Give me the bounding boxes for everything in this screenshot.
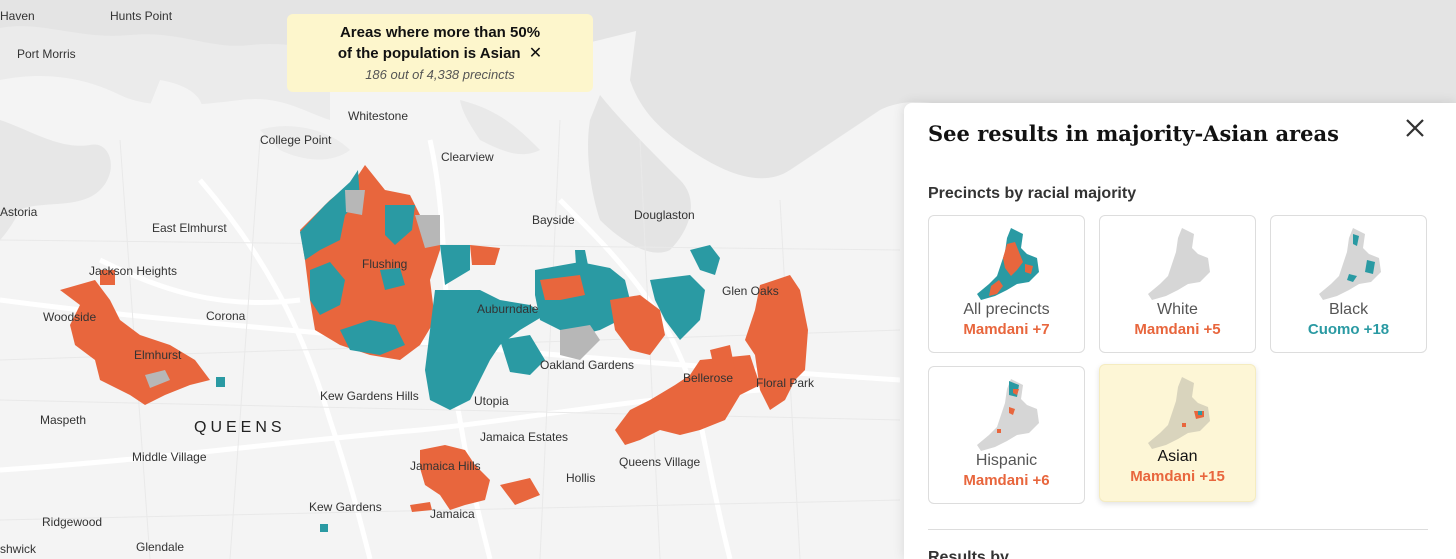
- place-label-college-point: College Point: [260, 133, 332, 147]
- place-label-floral-park: Floral Park: [756, 376, 815, 390]
- card-label: Black: [1328, 301, 1369, 318]
- next-section-heading: Results by ...: [928, 549, 1027, 559]
- card-label: Hispanic: [975, 452, 1038, 469]
- nyc-thumbnail-icon: [1319, 228, 1381, 300]
- place-label-elmhurst: Elmhurst: [134, 348, 182, 362]
- close-icon[interactable]: [1404, 117, 1426, 139]
- tooltip-subtitle: 186 out of 4,338 precincts: [365, 67, 515, 82]
- place-label-jamaica-hills: Jamaica Hills: [410, 459, 481, 473]
- place-label-hunts-point: Hunts Point: [110, 9, 173, 23]
- results-panel: See results in majority-Asian areas Prec…: [904, 103, 1456, 559]
- card-white[interactable]: White Mamdani +5: [1099, 215, 1256, 353]
- card-black[interactable]: Black Cuomo +18: [1270, 215, 1427, 353]
- nyc-thumbnail-icon: [1148, 228, 1210, 300]
- place-label-flushing: Flushing: [362, 257, 408, 271]
- section-heading: Precincts by racial majority: [928, 185, 1137, 202]
- place-label-jamaica: Jamaica: [430, 507, 475, 521]
- place-label-jamaica-estates: Jamaica Estates: [480, 430, 569, 444]
- card-label: Asian: [1157, 448, 1198, 465]
- place-label-jackson-heights: Jackson Heights: [89, 264, 178, 278]
- place-label-glendale: Glendale: [136, 540, 185, 554]
- place-label-east-elmhurst: East Elmhurst: [152, 221, 227, 235]
- card-result: Cuomo +18: [1307, 321, 1390, 338]
- divider: [928, 529, 1428, 530]
- place-label-shwick: shwick: [0, 542, 37, 556]
- card-result: Mamdani +7: [963, 321, 1050, 338]
- place-label-glen-oaks: Glen Oaks: [722, 284, 779, 298]
- nyc-thumbnail-icon: [977, 379, 1039, 451]
- place-label-bellerose: Bellerose: [683, 371, 734, 385]
- place-label-clearview: Clearview: [441, 150, 494, 164]
- card-result: Mamdani +6: [963, 472, 1050, 489]
- place-label-queens-village: Queens Village: [619, 455, 701, 469]
- place-label-douglaston: Douglaston: [634, 208, 695, 222]
- place-label-hollis: Hollis: [566, 471, 596, 485]
- tooltip-title: Areas where more than 50% of the populat…: [287, 22, 593, 64]
- nyc-thumbnail-icon: [977, 228, 1039, 300]
- precinct-shapes: [60, 165, 808, 532]
- card-result: Mamdani +5: [1134, 321, 1221, 338]
- place-label-ridgewood: Ridgewood: [42, 515, 103, 529]
- panel-title: See results in majority-Asian areas: [928, 121, 1339, 146]
- place-label-port-morris: Port Morris: [17, 47, 76, 61]
- place-label-oakland-gardens: Oakland Gardens: [540, 358, 635, 372]
- card-label: All precincts: [963, 301, 1050, 318]
- card-hispanic[interactable]: Hispanic Mamdani +6: [928, 366, 1085, 504]
- card-asian[interactable]: Asian Mamdani +15: [1099, 364, 1256, 502]
- place-label-middle-village: Middle Village: [132, 450, 207, 464]
- place-label-kew-gardens-hills: Kew Gardens Hills: [320, 389, 419, 403]
- tooltip-title-line1: Areas where more than 50%: [339, 24, 541, 41]
- filter-tooltip: Areas where more than 50% of the populat…: [287, 14, 593, 92]
- place-label-corona: Corona: [206, 309, 246, 323]
- close-icon[interactable]: ✕: [528, 45, 543, 62]
- nyc-thumbnail-icon: [1148, 377, 1210, 449]
- place-label-haven: Haven: [0, 9, 35, 23]
- card-all-precincts[interactable]: All precincts Mamdani +7: [928, 215, 1085, 353]
- place-label-auburndale: Auburndale: [477, 302, 539, 316]
- place-label-woodside: Woodside: [43, 310, 97, 324]
- place-label-bayside: Bayside: [532, 213, 575, 227]
- tooltip-title-line2: of the population is Asian: [337, 45, 521, 62]
- place-label-queens: QUEENS: [194, 419, 286, 436]
- place-label-maspeth: Maspeth: [40, 413, 87, 427]
- place-label-astoria: Astoria: [0, 205, 38, 219]
- card-label: White: [1157, 301, 1198, 318]
- place-label-kew-gardens: Kew Gardens: [309, 500, 382, 514]
- place-label-whitestone: Whitestone: [348, 109, 409, 123]
- card-result: Mamdani +15: [1130, 468, 1225, 485]
- place-label-utopia: Utopia: [474, 394, 509, 408]
